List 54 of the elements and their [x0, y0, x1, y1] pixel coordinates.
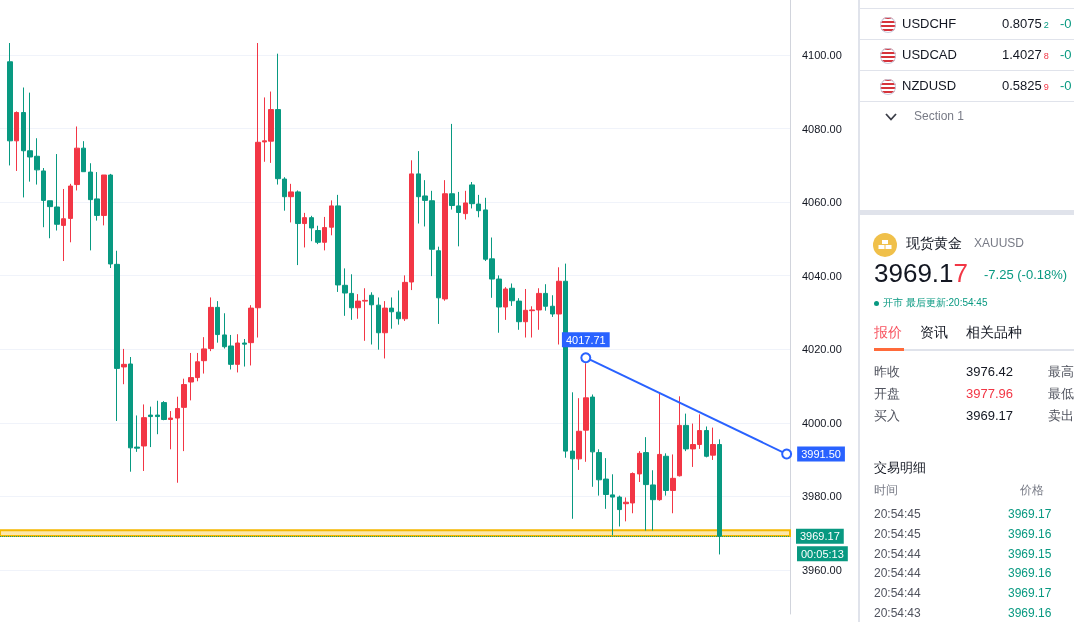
text: 20:54:44: [874, 547, 921, 562]
text: 最高: [1048, 364, 1074, 380]
text: 昨收: [874, 364, 900, 380]
text: 3969.17: [874, 258, 968, 289]
text: 3969.17: [966, 408, 1013, 424]
text: -0: [1060, 16, 1072, 32]
text: 时间: [874, 483, 898, 498]
text: 开市 最后更新:20:54:45: [883, 297, 988, 309]
text: 开盘: [874, 386, 900, 402]
text: 20:54:43: [874, 606, 921, 621]
text: 3969.17: [1008, 507, 1052, 522]
y-tick-label: 4040.00: [802, 269, 842, 282]
ref-line-label: 3969.17: [800, 530, 840, 543]
text: 3969.17: [1008, 586, 1052, 601]
text: 0.58259: [1002, 78, 1049, 94]
text: 3969.16: [1008, 606, 1052, 621]
text: 0.80752: [1002, 16, 1049, 32]
text: USDCAD: [902, 47, 957, 63]
y-tick-label: 3980.00: [802, 490, 842, 503]
y-tick-label: 4060.00: [802, 196, 842, 209]
text: 3969.16: [1008, 566, 1052, 581]
text: -0: [1060, 78, 1072, 94]
y-tick-label: 4020.00: [802, 343, 842, 356]
data-label: 3991.50: [801, 448, 841, 461]
text: 报价: [874, 324, 902, 341]
data-label: 4017.71: [565, 333, 606, 346]
text: XAUUSD: [974, 236, 1025, 251]
text: 交易明细: [874, 460, 926, 476]
text: 3977.96: [966, 386, 1013, 402]
y-tick-label: 4080.00: [802, 122, 842, 135]
text: 买入: [874, 408, 900, 424]
text: -7.25 (-0.18%): [984, 267, 1068, 283]
text: 1.40278: [1002, 47, 1049, 63]
text: 3969.16: [1008, 527, 1052, 542]
text: 00:05:13: [801, 547, 844, 560]
text: 最低: [1048, 386, 1074, 402]
text: 20:54:45: [874, 527, 921, 542]
text: 3969.15: [1008, 547, 1052, 562]
text: 现货黄金: [906, 235, 962, 252]
text: 20:54:44: [874, 586, 921, 601]
text: -0: [1060, 47, 1072, 63]
text: 卖出: [1048, 408, 1074, 424]
y-tick-label: 4000.00: [802, 416, 842, 429]
text: 相关品种: [966, 324, 1022, 341]
text: Section 1: [914, 109, 965, 124]
text: 3976.42: [966, 364, 1013, 380]
text: 价格: [1020, 483, 1044, 498]
y-tick-label: 3960.00: [802, 563, 842, 576]
text: USDCHF: [902, 16, 957, 32]
text: NZDUSD: [902, 78, 957, 94]
y-tick-label: 4100.00: [802, 49, 842, 62]
text: 20:54:44: [874, 566, 921, 581]
text: 资讯: [920, 324, 948, 341]
text: 20:54:45: [874, 507, 921, 522]
